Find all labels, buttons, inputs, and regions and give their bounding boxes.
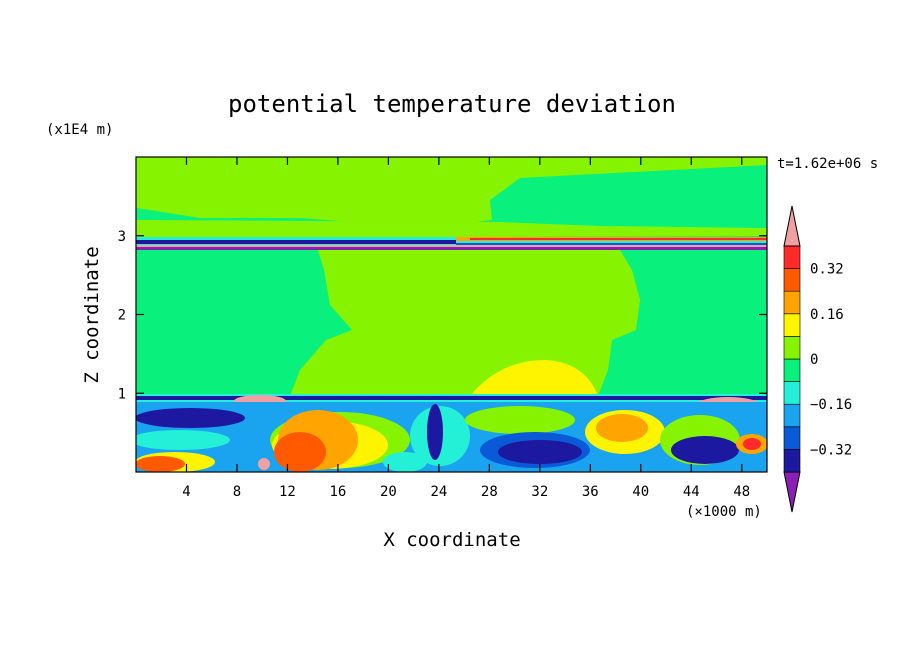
colorbar: 0.32 0.16 0 −0.16 −0.32 bbox=[783, 205, 852, 513]
x-tick-label: 44 bbox=[683, 484, 700, 500]
field-bl-red-3 bbox=[743, 438, 761, 450]
field-plot bbox=[136, 157, 767, 472]
field-band-pink bbox=[136, 245, 767, 247]
field-band-purple bbox=[136, 247, 767, 250]
field-bl-red-1 bbox=[274, 432, 326, 472]
colorbar-swatch bbox=[783, 245, 801, 269]
x-tick-label: 48 bbox=[733, 484, 750, 500]
x-tick-label: 40 bbox=[632, 484, 649, 500]
y-tick-label: 2 bbox=[118, 308, 126, 324]
colorbar-label: 0.32 bbox=[810, 262, 844, 278]
colorbar-label: −0.16 bbox=[810, 397, 852, 413]
colorbar-swatch bbox=[783, 403, 801, 428]
colorbar-swatch bbox=[783, 358, 801, 382]
field-bl-navy-2 bbox=[427, 404, 443, 460]
field-bl-cyan-5 bbox=[383, 452, 427, 472]
colorbar-swatch bbox=[783, 426, 801, 450]
field-bl-navy-3 bbox=[498, 440, 582, 464]
field-bl-orange-4 bbox=[136, 456, 185, 472]
field-upper-streak bbox=[136, 220, 767, 238]
y-tick-label: 3 bbox=[118, 229, 126, 245]
x-tick-label: 32 bbox=[531, 484, 548, 500]
y-axis-label: Z coordinate bbox=[81, 246, 103, 383]
colorbar-swatch bbox=[783, 290, 801, 315]
y-tick-label: 1 bbox=[118, 386, 126, 402]
field-bl-navy-4 bbox=[671, 436, 739, 464]
field-band-red bbox=[470, 238, 767, 240]
x-unit-label: (×1000 m) bbox=[686, 504, 762, 520]
x-axis-label: X coordinate bbox=[383, 529, 520, 551]
field-bl-cyan-1 bbox=[136, 430, 230, 450]
field-bl-orange-2 bbox=[596, 414, 648, 442]
colorbar-swatch bbox=[783, 268, 801, 292]
x-tick-label: 16 bbox=[329, 484, 346, 500]
field-yellow-dome bbox=[470, 360, 598, 396]
colorbar-swatch bbox=[783, 313, 801, 337]
colorbar-swatch bbox=[783, 381, 801, 405]
field-band-blue bbox=[456, 243, 767, 246]
field-bl-green-2 bbox=[465, 406, 575, 434]
x-tick-label: 4 bbox=[182, 484, 190, 500]
x-tick-label: 36 bbox=[582, 484, 599, 500]
colorbar-high-extend bbox=[783, 205, 801, 247]
time-label: t=1.62e+06 s bbox=[777, 156, 878, 172]
colorbar-label: 0.16 bbox=[810, 307, 844, 323]
field-bl-top-navy bbox=[136, 396, 767, 400]
colorbar-swatch bbox=[783, 336, 801, 360]
colorbar-low-extend bbox=[783, 471, 801, 513]
colorbar-label: 0 bbox=[810, 352, 818, 368]
y-unit-label: (x1E4 m) bbox=[46, 122, 113, 138]
field-bl-blue-1 bbox=[136, 408, 245, 428]
y-axis-ticks: 1 2 3 bbox=[118, 229, 767, 402]
x-tick-label: 12 bbox=[279, 484, 296, 500]
x-axis-ticks: 4 8 12 16 20 24 28 32 36 40 44 48 bbox=[182, 157, 750, 500]
x-tick-label: 8 bbox=[233, 484, 241, 500]
field-band-navy bbox=[136, 240, 456, 244]
colorbar-label: −0.32 bbox=[810, 442, 852, 458]
chart-title: potential temperature deviation bbox=[228, 90, 676, 118]
field-upper-plume bbox=[136, 157, 767, 228]
x-tick-label: 28 bbox=[481, 484, 498, 500]
field-bl-pink-1 bbox=[258, 458, 270, 470]
x-tick-label: 24 bbox=[430, 484, 447, 500]
field-mid-plume bbox=[290, 250, 640, 396]
colorbar-swatch bbox=[783, 449, 801, 473]
x-tick-label: 20 bbox=[380, 484, 397, 500]
